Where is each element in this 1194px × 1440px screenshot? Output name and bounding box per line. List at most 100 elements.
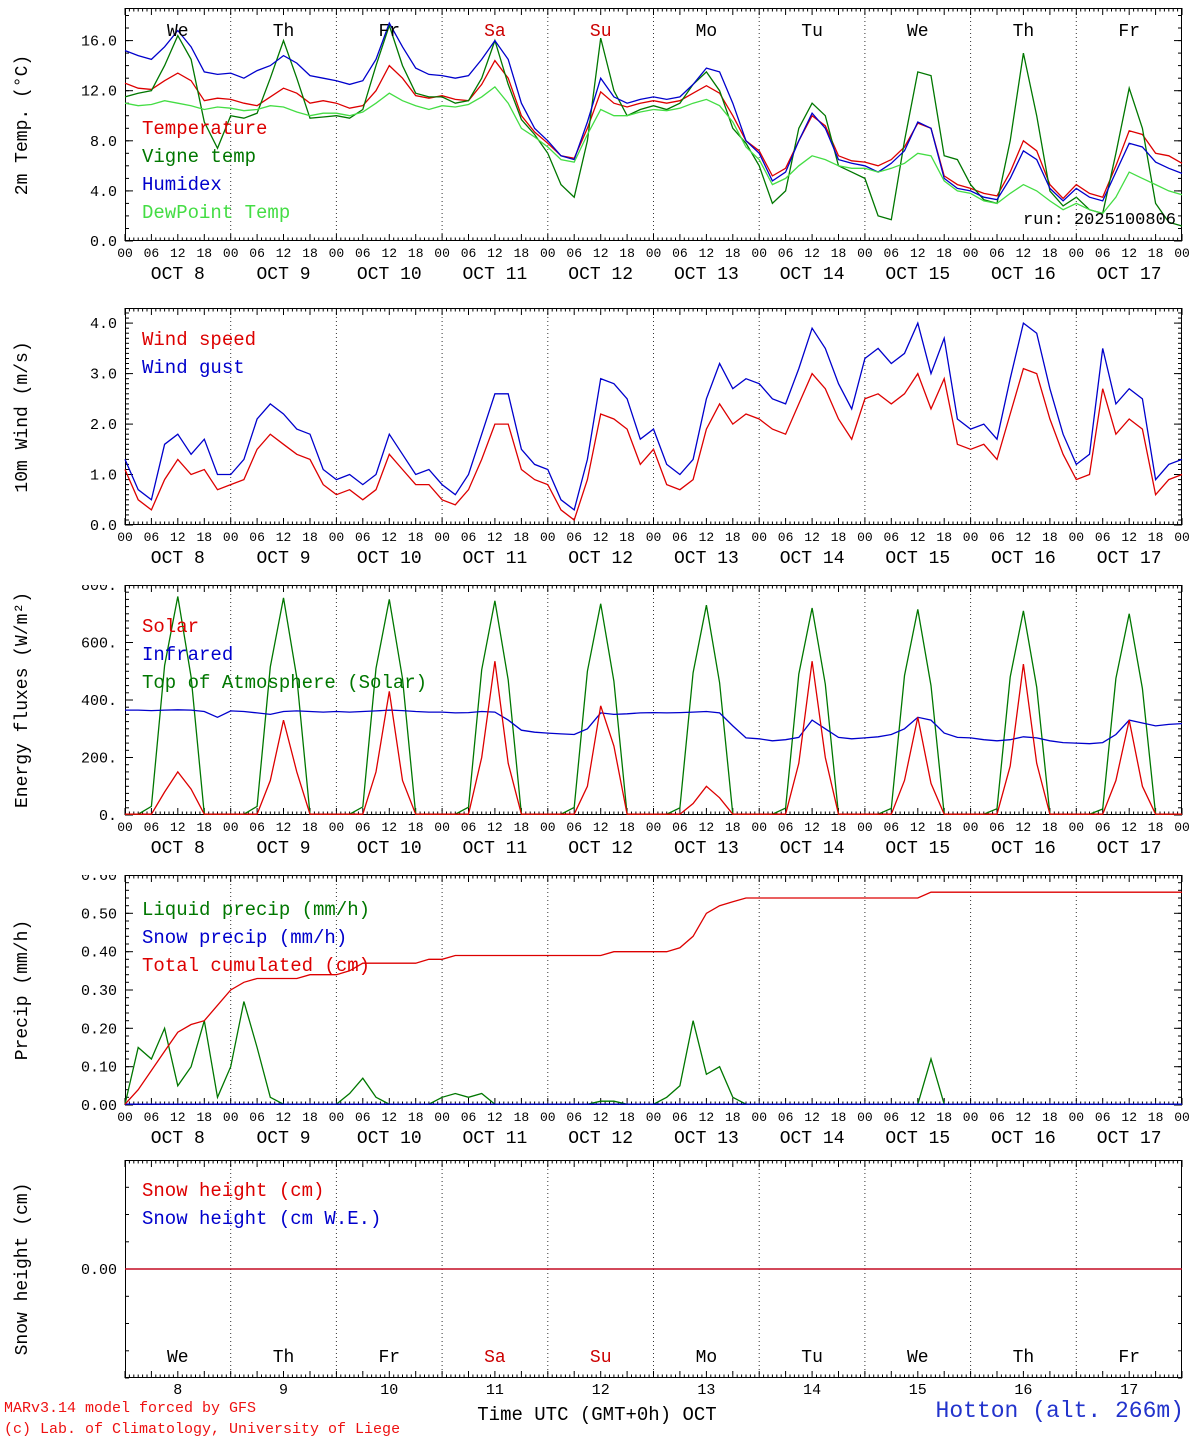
- day-number-label: 12: [592, 1382, 610, 1399]
- wind-y-axis-title: 10m Wind (m/s): [13, 341, 33, 492]
- hour-tick-label: 06: [1095, 530, 1111, 545]
- hour-tick-label: 06: [672, 1110, 688, 1125]
- weekday-label: Su: [590, 1348, 612, 1368]
- date-label: OCT 9: [256, 1129, 310, 1149]
- hour-tick-label: 12: [170, 1110, 186, 1125]
- y-tick-label: 0.00: [81, 1262, 117, 1279]
- day-number-label: 9: [279, 1382, 288, 1399]
- y-tick-label: 0.10: [81, 1060, 117, 1077]
- hour-tick-label: 06: [461, 246, 477, 261]
- hour-tick-label: 18: [408, 1110, 424, 1125]
- hour-tick-label: 00: [646, 1110, 662, 1125]
- hour-tick-label: 06: [566, 1110, 582, 1125]
- series-vigne-temp: [124, 23, 1183, 227]
- hour-tick-label: 00: [963, 530, 979, 545]
- weekday-label: Fr: [1118, 22, 1140, 42]
- hour-tick-label: 00: [223, 1110, 239, 1125]
- weekday-label: Mo: [696, 1348, 718, 1368]
- weekday-label: We: [907, 1348, 929, 1368]
- hour-tick-label: 18: [619, 820, 635, 835]
- date-label: OCT 10: [357, 265, 422, 285]
- date-label: OCT 12: [568, 1129, 633, 1149]
- hour-tick-label: 18: [725, 530, 741, 545]
- hour-tick-label: 12: [276, 1110, 292, 1125]
- hour-tick-label: 18: [725, 820, 741, 835]
- hour-tick-label: 00: [117, 530, 133, 545]
- chart-snow: Snow height (cm) 0.00 Snow height (cm) Snow…: [13, 1159, 1183, 1399]
- date-label: OCT 17: [1097, 549, 1162, 569]
- hour-tick-label: 06: [355, 246, 371, 261]
- hour-tick-label: 00: [329, 530, 345, 545]
- hour-tick-label: 00: [646, 820, 662, 835]
- hour-tick-label: 00: [540, 1110, 556, 1125]
- day-number-label: 17: [1120, 1382, 1138, 1399]
- date-label: OCT 13: [674, 839, 739, 859]
- date-label: OCT 14: [780, 265, 845, 285]
- station-label: Hotton (alt. 266m): [935, 1398, 1184, 1424]
- credit-line-2: (c) Lab. of Climatology, University of L…: [4, 1421, 401, 1438]
- hour-tick-label: 18: [1148, 820, 1164, 835]
- hour-tick-label: 06: [989, 530, 1005, 545]
- date-label: OCT 10: [357, 839, 422, 859]
- x-ticks: [124, 308, 1183, 525]
- hour-tick-label: 18: [619, 246, 635, 261]
- hour-tick-label: 00: [1068, 246, 1084, 261]
- hour-tick-label: 18: [196, 246, 212, 261]
- legend-temperature: Temperature: [142, 118, 267, 140]
- plot-frame: [125, 8, 1182, 241]
- date-label: OCT 16: [991, 265, 1056, 285]
- weekday-label: We: [167, 1348, 189, 1368]
- y-tick-label: 800.: [81, 585, 117, 595]
- hour-tick-label: 12: [910, 820, 926, 835]
- hour-tick-label: 06: [989, 246, 1005, 261]
- hour-tick-label: 06: [144, 530, 160, 545]
- date-label: OCT 14: [780, 839, 845, 859]
- y-tick-label: 4.0: [90, 184, 117, 201]
- hour-tick-label: 12: [487, 820, 503, 835]
- date-label: OCT 13: [674, 549, 739, 569]
- hour-tick-label: 06: [144, 1110, 160, 1125]
- hour-tick-label: 00: [646, 530, 662, 545]
- hour-tick-label: 00: [1174, 530, 1190, 545]
- hour-tick-label: 12: [804, 1110, 820, 1125]
- hour-tick-label: 18: [196, 1110, 212, 1125]
- hour-tick-label: 00: [434, 820, 450, 835]
- hour-tick-label: 12: [699, 246, 715, 261]
- y-tick-label: 0.40: [81, 945, 117, 962]
- hour-tick-label: 06: [672, 820, 688, 835]
- weekday-label: Mo: [696, 22, 718, 42]
- day-number-label: 13: [697, 1382, 715, 1399]
- weekday-label: Fr: [378, 22, 400, 42]
- hour-tick-label: 12: [381, 820, 397, 835]
- hour-tick-label: 18: [408, 246, 424, 261]
- hour-tick-label: 06: [461, 1110, 477, 1125]
- y-tick-label: 12.0: [81, 84, 117, 101]
- legend-snow-height-cm: Snow height (cm): [142, 1180, 324, 1202]
- hour-tick-label: 06: [566, 246, 582, 261]
- date-label: OCT 16: [991, 839, 1056, 859]
- hour-tick-label: 18: [936, 530, 952, 545]
- date-label: OCT 8: [151, 549, 205, 569]
- date-label: OCT 12: [568, 839, 633, 859]
- date-label: OCT 8: [151, 265, 205, 285]
- hour-tick-label: 06: [355, 1110, 371, 1125]
- hour-tick-label: 12: [1016, 820, 1032, 835]
- day-gridlines: [230, 9, 1077, 240]
- hour-tick-label: 12: [804, 246, 820, 261]
- date-label: OCT 10: [357, 1129, 422, 1149]
- date-label: OCT 9: [256, 839, 310, 859]
- hour-tick-label: 00: [540, 820, 556, 835]
- hour-tick-label: 12: [593, 246, 609, 261]
- hour-tick-label: 12: [487, 530, 503, 545]
- date-label: OCT 13: [674, 1129, 739, 1149]
- hour-tick-label: 12: [1121, 246, 1137, 261]
- hour-tick-label: 06: [672, 246, 688, 261]
- weekday-label: Fr: [378, 1348, 400, 1368]
- hour-tick-label: 00: [963, 246, 979, 261]
- weekday-label: Sa: [484, 1348, 506, 1368]
- y-tick-label: 0.: [99, 808, 117, 825]
- hour-tick-label: 18: [831, 530, 847, 545]
- date-label: OCT 11: [462, 1129, 527, 1149]
- hour-tick-label: 06: [249, 820, 265, 835]
